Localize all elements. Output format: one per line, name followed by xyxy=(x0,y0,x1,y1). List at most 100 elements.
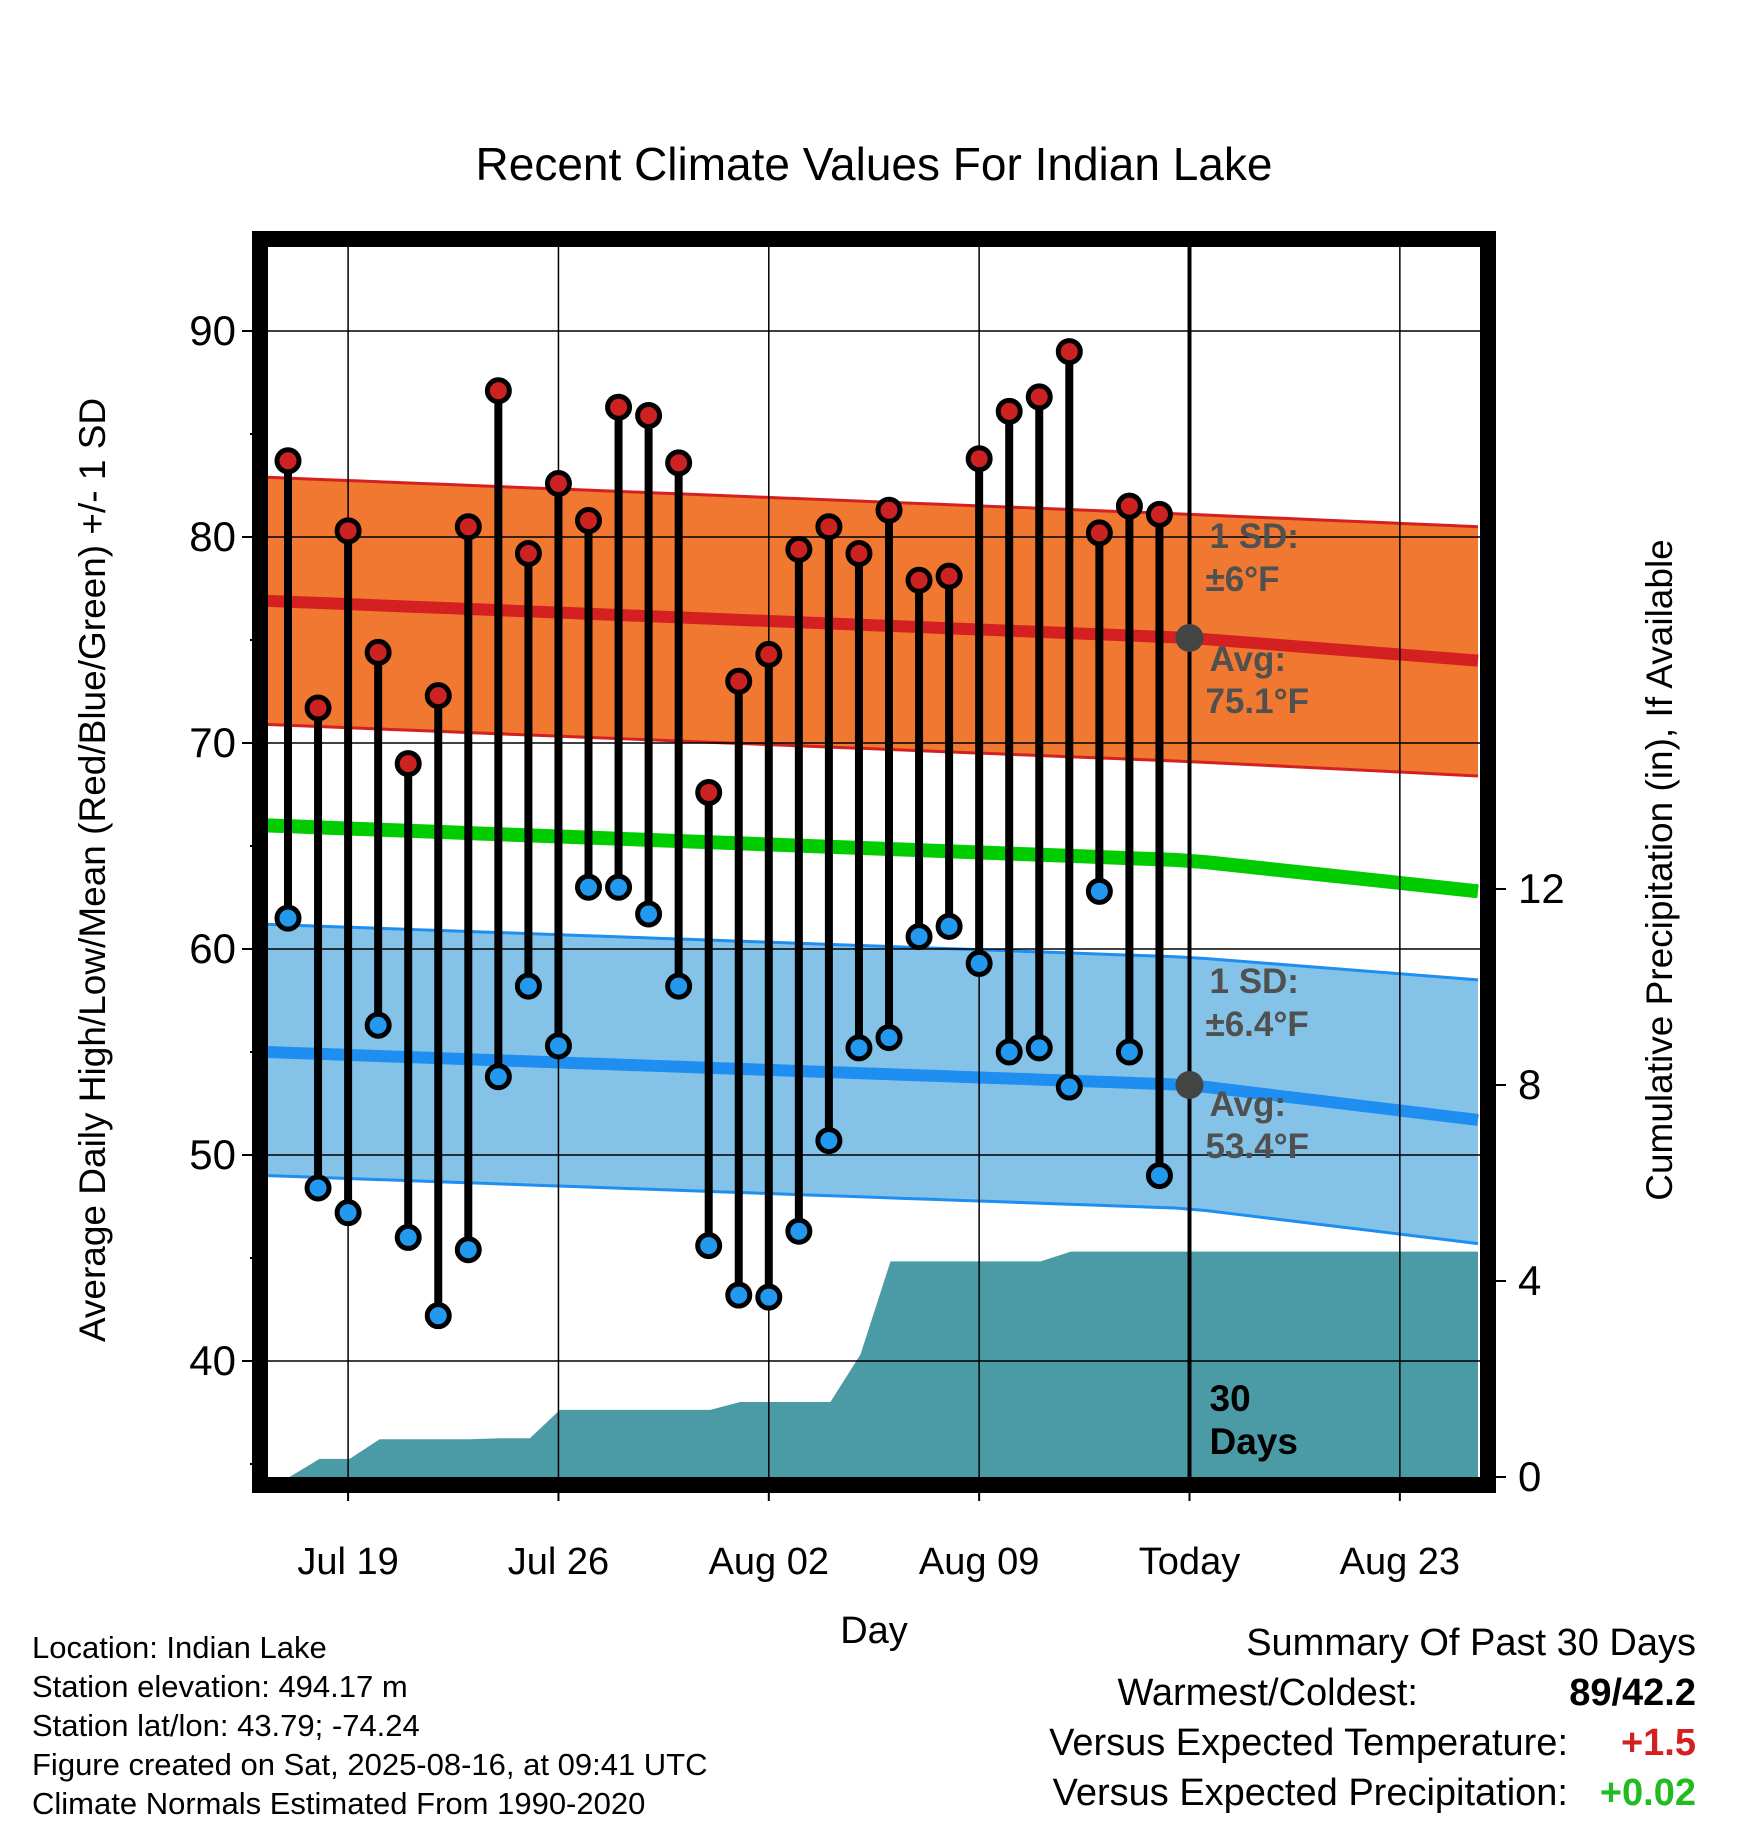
daily-high-point xyxy=(454,513,482,541)
daily-high-point xyxy=(665,449,693,477)
low-sd-value: ±6.4°F xyxy=(1206,1005,1309,1044)
y-tick-label: 40 xyxy=(189,1337,236,1384)
high-sd-upper-edge xyxy=(268,475,1479,529)
y-tick-label: 50 xyxy=(189,1131,236,1178)
high-avg-label: Avg: xyxy=(1210,640,1286,679)
daily-high-point xyxy=(905,566,933,594)
daily-high-point xyxy=(815,513,843,541)
latlon-text: Station lat/lon: 43.79; -74.24 xyxy=(32,1708,420,1743)
daily-high-point xyxy=(635,401,663,429)
daily-low-point xyxy=(514,972,542,1000)
daily-low-point xyxy=(334,1199,362,1227)
daily-low-point xyxy=(695,1232,723,1260)
plot-frame xyxy=(252,231,1496,1493)
daily-high-point xyxy=(875,496,903,524)
daily-high-point xyxy=(725,667,753,695)
y2-tick-label: 0 xyxy=(1518,1453,1541,1500)
daily-high-point xyxy=(935,562,963,590)
daily-low-point xyxy=(605,873,633,901)
x-tick-label: Aug 23 xyxy=(1340,1541,1460,1583)
daily-low-point xyxy=(1145,1162,1173,1190)
daily-low-point xyxy=(304,1174,332,1202)
daily-high-point xyxy=(514,539,542,567)
y-axis-label: Average Daily High/Low/Mean (Red/Blue/Gr… xyxy=(72,398,113,1342)
daily-high-point xyxy=(1025,383,1053,411)
daily-high-point xyxy=(1085,519,1113,547)
daily-low-point xyxy=(454,1236,482,1264)
created-text: Figure created on Sat, 2025-08-16, at 09… xyxy=(32,1747,708,1782)
daily-low-point xyxy=(394,1223,422,1251)
x-tick-label: Aug 02 xyxy=(709,1541,829,1583)
daily-low-point xyxy=(635,900,663,928)
high-sd-value: ±6°F xyxy=(1206,560,1280,599)
daily-high-point xyxy=(755,640,783,668)
station-info: Location: Indian Lake Station elevation:… xyxy=(32,1628,708,1823)
summary-temp-label: Versus Expected Temperature: xyxy=(1049,1722,1568,1764)
daily-low-point xyxy=(875,1024,903,1052)
daily-high-point xyxy=(304,694,332,722)
high-sd-label: 1 SD: xyxy=(1210,517,1299,556)
x-tick-label: Today xyxy=(1139,1541,1240,1583)
y2-tick-label: 4 xyxy=(1518,1257,1541,1304)
daily-high-point xyxy=(845,539,873,567)
daily-low-point xyxy=(935,912,963,940)
low-avg-value: 53.4°F xyxy=(1206,1127,1310,1166)
y2-axis-label: Cumulative Precipitation (in), If Availa… xyxy=(1639,539,1680,1201)
daily-high-point xyxy=(1055,338,1083,366)
low-avg-label: Avg: xyxy=(1210,1085,1286,1124)
daily-high-point xyxy=(1145,500,1173,528)
daily-low-point xyxy=(785,1217,813,1245)
x-axis-label: Day xyxy=(840,1610,908,1652)
x-tick-label: Jul 26 xyxy=(508,1541,609,1583)
low-sd-label: 1 SD: xyxy=(1210,962,1299,1001)
daily-low-point xyxy=(815,1127,843,1155)
daily-high-point xyxy=(605,393,633,421)
y2-tick-label: 8 xyxy=(1518,1061,1541,1108)
plot-content xyxy=(268,247,1480,1477)
daily-low-point xyxy=(905,923,933,951)
today-low-avg-marker xyxy=(1175,1070,1204,1099)
daily-low-point xyxy=(995,1038,1023,1066)
daily-low-point xyxy=(1025,1034,1053,1062)
daily-low-point xyxy=(755,1283,783,1311)
daily-low-point xyxy=(1055,1073,1083,1101)
chart-title: Recent Climate Values For Indian Lake xyxy=(476,138,1273,190)
daily-low-point xyxy=(544,1032,572,1060)
daily-low-point xyxy=(575,873,602,901)
y-tick-label: 80 xyxy=(189,513,236,560)
daily-high-point xyxy=(785,535,813,563)
daily-high-point xyxy=(995,397,1023,425)
x-tick-label: Jul 19 xyxy=(297,1541,398,1583)
daily-low-point xyxy=(1115,1038,1143,1066)
daily-low-point xyxy=(845,1034,873,1062)
days-count-label: 30 xyxy=(1210,1378,1251,1419)
days-unit-label: Days xyxy=(1210,1421,1298,1462)
today-high-avg-marker xyxy=(1175,623,1204,652)
daily-high-point xyxy=(424,682,452,710)
normals-text: Climate Normals Estimated From 1990-2020 xyxy=(32,1786,646,1821)
x-tick-label: Aug 09 xyxy=(919,1541,1039,1583)
summary-warm-cold-value: 89/42.2 xyxy=(1569,1672,1696,1714)
y-tick-label: 60 xyxy=(189,925,236,972)
daily-low-point xyxy=(965,949,993,977)
location-text: Location: Indian Lake xyxy=(32,1630,327,1665)
y-tick-label: 70 xyxy=(189,719,236,766)
summary-precip-label: Versus Expected Precipitation: xyxy=(1052,1772,1568,1814)
summary-title: Summary Of Past 30 Days xyxy=(1246,1622,1696,1664)
daily-high-point xyxy=(394,750,422,778)
y-tick-label: 90 xyxy=(189,307,236,354)
y2-tick-label: 12 xyxy=(1518,865,1565,912)
precip-area xyxy=(268,1251,1478,1477)
daily-low-point xyxy=(274,904,302,932)
daily-high-point xyxy=(334,517,362,545)
daily-low-point xyxy=(725,1281,753,1309)
daily-low-point xyxy=(364,1011,392,1039)
daily-low-point xyxy=(424,1302,452,1330)
daily-high-point xyxy=(544,469,572,497)
summary-temp-value: +1.5 xyxy=(1620,1722,1696,1764)
daily-high-point xyxy=(575,507,602,535)
daily-high-point xyxy=(1115,492,1143,520)
normal-mean-line xyxy=(268,818,1479,899)
summary-precip-value: +0.02 xyxy=(1599,1772,1696,1814)
